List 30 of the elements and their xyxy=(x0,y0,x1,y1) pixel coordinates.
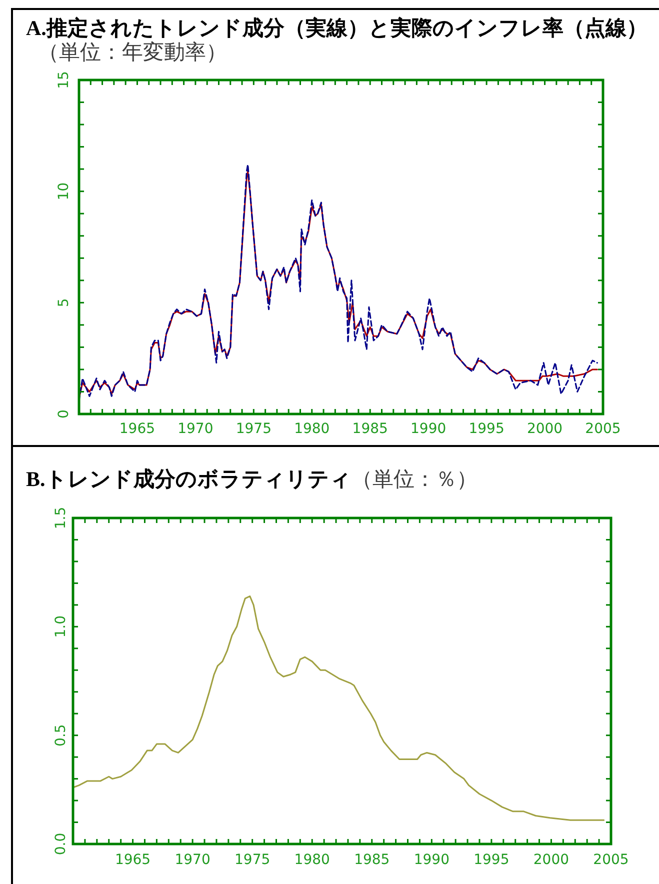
y-tick-label: 15 xyxy=(56,71,72,89)
chart-title: B.トレンド成分のボラティリティ xyxy=(26,467,352,491)
chart-title: A.推定されたトレンド成分（実線）と実際のインフレ率（点線） xyxy=(26,16,648,40)
x-tick-label: 2005 xyxy=(585,421,621,437)
y-tick-label: 0.5 xyxy=(53,724,69,746)
x-tick-label: 1970 xyxy=(174,852,210,868)
x-tick-label: 1965 xyxy=(119,421,156,437)
x-tick-label: 1965 xyxy=(114,852,151,868)
y-tick-label: 10 xyxy=(56,182,72,200)
y-tick-label: 5 xyxy=(56,298,72,308)
x-tick-label: 1995 xyxy=(468,421,504,437)
y-tick-label: 0 xyxy=(56,410,72,418)
x-tick-label: 2000 xyxy=(526,421,563,437)
chart-subtitle: （単位：％） xyxy=(351,467,478,491)
x-tick-label: 1980 xyxy=(294,421,330,437)
x-tick-label: 1975 xyxy=(234,852,270,868)
x-tick-label: 2000 xyxy=(533,852,570,868)
chart-subtitle: （単位：年変動率） xyxy=(38,40,227,64)
x-tick-label: 1975 xyxy=(236,421,272,437)
y-tick-label: 1.5 xyxy=(53,506,69,530)
x-tick-label: 1970 xyxy=(178,421,214,437)
x-tick-label: 2005 xyxy=(593,852,629,868)
x-tick-label: 1985 xyxy=(354,852,390,868)
x-tick-label: 1990 xyxy=(414,852,450,868)
x-tick-label: 1980 xyxy=(294,852,330,868)
y-tick-label: 1.0 xyxy=(53,616,69,638)
x-tick-label: 1990 xyxy=(410,421,446,437)
x-tick-label: 1985 xyxy=(352,421,388,437)
x-tick-label: 1995 xyxy=(474,852,510,868)
y-tick-label: 0.0 xyxy=(53,832,69,856)
